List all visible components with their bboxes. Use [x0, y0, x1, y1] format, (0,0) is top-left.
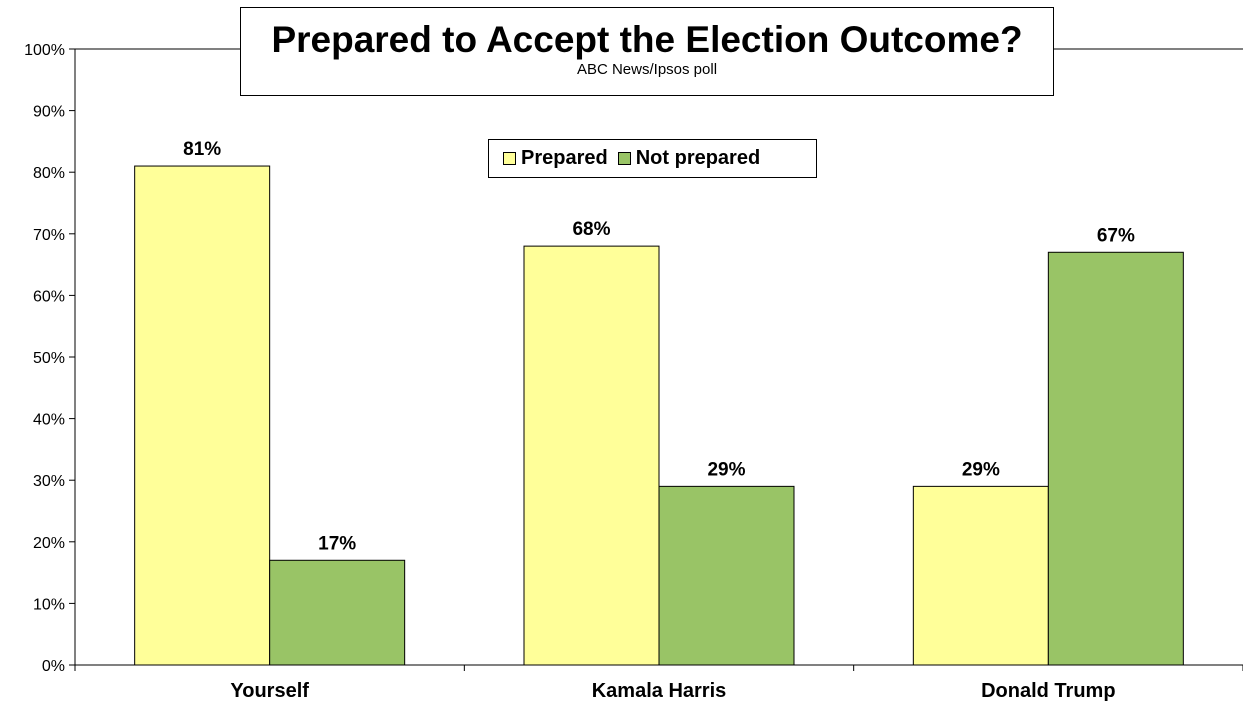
data-label: 81% [183, 139, 221, 160]
title-box: Prepared to Accept the Election Outcome?… [240, 7, 1054, 96]
y-tick-label: 60% [33, 288, 65, 305]
y-tick-label: 70% [33, 227, 65, 244]
data-label: 29% [707, 459, 745, 480]
data-label: 29% [962, 459, 1000, 480]
bar-prepared [523, 245, 660, 666]
legend-swatch-not-prepared [617, 152, 631, 165]
y-tick-label: 0% [42, 658, 65, 675]
y-tick-label: 20% [33, 535, 65, 552]
data-label: 67% [1097, 225, 1135, 246]
legend-item-prepared: Prepared [503, 147, 608, 170]
bar-prepared [134, 165, 271, 666]
legend-swatch-prepared [503, 152, 516, 165]
bar-prepared [912, 485, 1049, 666]
legend-label-not-prepared: Not prepared [635, 147, 761, 169]
bar-not-prepared [658, 485, 795, 666]
y-tick-label: 50% [33, 350, 65, 367]
x-tick-label: Donald Trump [981, 680, 1115, 702]
legend-item-not-prepared: Not prepared [617, 147, 761, 170]
y-tick-label: 90% [33, 104, 65, 121]
y-tick-label: 30% [33, 473, 65, 490]
y-tick-label: 40% [33, 412, 65, 429]
data-label: 68% [572, 219, 610, 240]
legend-label-prepared: Prepared [521, 147, 608, 169]
y-tick-label: 10% [33, 596, 65, 613]
x-tick-label: Kamala Harris [592, 680, 727, 702]
y-tick-label: 100% [24, 42, 65, 59]
x-tick-label: Yourself [230, 680, 309, 702]
legend: Prepared Not prepared [488, 139, 817, 178]
data-label: 17% [318, 533, 356, 554]
chart-subtitle: ABC News/Ipsos poll [576, 61, 718, 78]
bar-not-prepared [1047, 251, 1184, 666]
y-tick-label: 80% [33, 165, 65, 182]
chart-title: Prepared to Accept the Election Outcome? [271, 19, 1023, 60]
bar-not-prepared [269, 559, 406, 666]
